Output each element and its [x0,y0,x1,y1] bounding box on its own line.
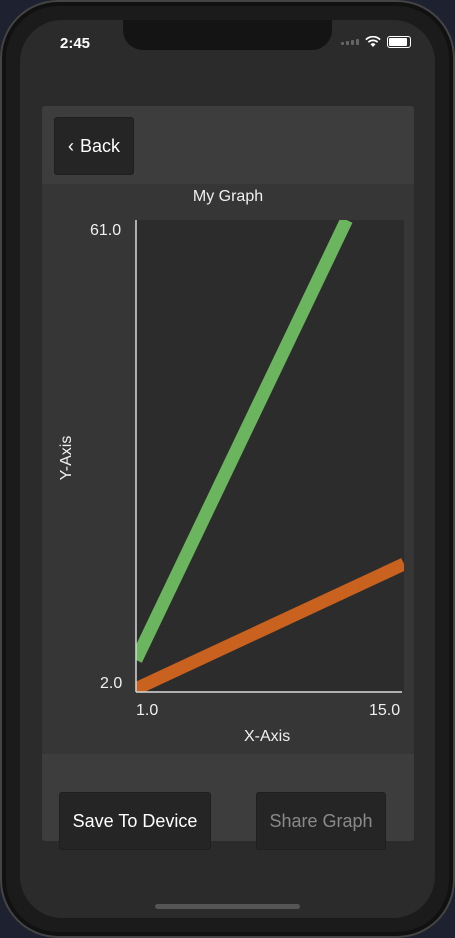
back-label: Back [79,135,121,156]
y-tick-label: 61.0 [90,222,122,239]
device-notch [123,20,332,50]
chevron-left-icon: ‹ [67,135,74,156]
series-line-2 [136,558,404,692]
save-to-device-button[interactable]: Save To Device [59,792,211,850]
status-icons [341,36,411,48]
chart-svg [135,220,404,693]
y-axis-label: Y-Axis [58,435,75,481]
y-tick-label: 2.0 [100,675,123,692]
wifi-icon [365,36,381,47]
back-button[interactable]: ‹ Back [54,117,134,175]
app-screen: 2:45 ‹ Back My Graph 61.0 2.0 [20,20,435,918]
x-axis-label: X-Axis [244,728,291,745]
chart-title: My Graph [192,188,264,205]
graph-panel: ‹ Back My Graph 61.0 2.0 1.0 15.0 X-Axis… [42,106,414,850]
x-tick-label: 1.0 [136,702,159,719]
x-tick-label: 15.0 [369,702,401,719]
chart: My Graph 61.0 2.0 1.0 15.0 X-Axis Y-Axis [42,184,414,754]
battery-icon [387,36,411,48]
status-time: 2:45 [60,35,91,52]
share-graph-button[interactable]: Share Graph [256,792,386,850]
plot-area [136,220,404,691]
home-indicator [155,904,300,909]
signal-icon [341,39,359,45]
series-line-1 [136,220,353,663]
